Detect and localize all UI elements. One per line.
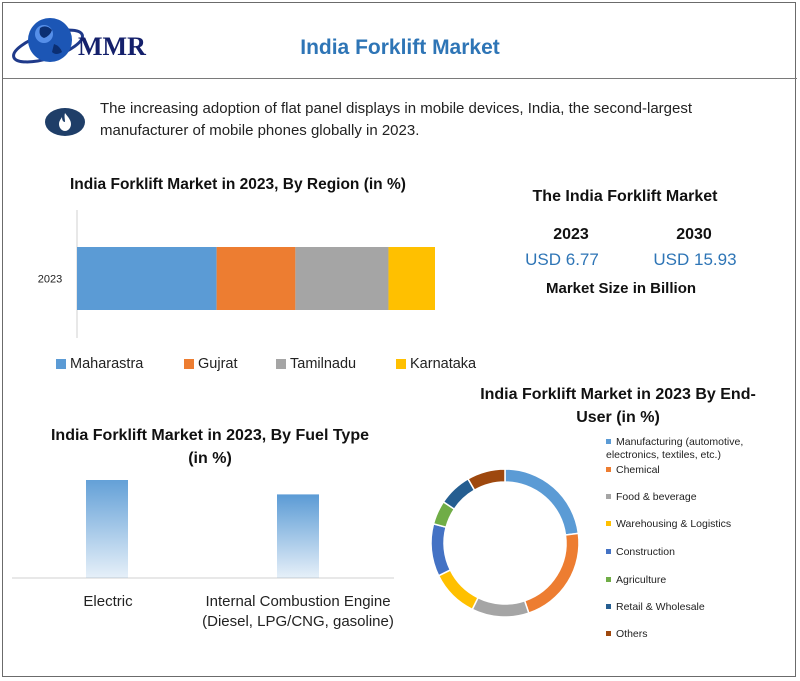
fuel-chart-title: India Forklift Market in 2023, By Fuel T…: [50, 427, 369, 467]
market-value-2023: USD 6.77: [525, 250, 599, 269]
fuel-bar-1: [277, 494, 319, 578]
legend-swatch: [396, 359, 406, 369]
legend-item-gujrat: Gujrat: [184, 356, 238, 372]
flame-icon: [45, 108, 85, 136]
legend-item-karnataka: Karnataka: [396, 356, 476, 372]
market-size-subtitle: Market Size in Billion: [545, 280, 697, 297]
market-year-2030: 2030: [676, 226, 712, 243]
legend-swatch: [184, 359, 194, 369]
legend-item-maharastra: Maharastra: [56, 356, 143, 372]
legend-swatch: [606, 603, 611, 609]
intro-text: The increasing adoption of flat panel di…: [100, 100, 693, 139]
legend-swatch: [606, 520, 611, 526]
region-bar-segment-tamilnadu: [295, 247, 389, 310]
region-bar-segment-maharastra: [77, 247, 217, 310]
legend-item-warehousing: Warehousing & Logistics: [606, 518, 776, 531]
market-year-2023: 2023: [553, 226, 589, 243]
legend-item-chemical: Chemical: [606, 464, 776, 477]
donut-slice-0: [504, 468, 580, 536]
enduser-chart-title: India Forklift Market in 2023 By End-Use…: [480, 386, 756, 426]
legend-item-manufacturing: Manufacturing (automotive, electronics, …: [606, 436, 744, 461]
legend-swatch: [606, 548, 611, 554]
fuel-label-ice: Internal Combustion Engine (Diesel, LPG/…: [202, 593, 394, 630]
donut-slice-4: [430, 522, 452, 577]
legend-swatch: [56, 359, 66, 369]
legend-item-others: Others: [606, 628, 776, 641]
donut-slice-1: [523, 532, 580, 615]
market-size-title: The India Forklift Market: [532, 188, 718, 205]
legend-swatch: [606, 493, 611, 499]
fuel-label-electric: Electric: [83, 593, 133, 610]
header-divider: [3, 78, 797, 79]
region-bar-chart: 2023: [38, 210, 435, 338]
page-title: India Forklift Market: [300, 36, 500, 59]
legend-item-agriculture: Agriculture: [606, 574, 776, 587]
legend-item-tamilnadu: Tamilnadu: [276, 356, 356, 372]
fuel-bar-chart: [12, 480, 394, 579]
region-chart-title: India Forklift Market in 2023, By Region…: [70, 176, 406, 193]
donut-slice-7: [466, 468, 506, 492]
legend-swatch: [606, 466, 611, 472]
market-value-2030: USD 15.93: [653, 250, 737, 269]
legend-item-retail: Retail & Wholesale: [606, 601, 776, 614]
mmr-globe-logo: [12, 18, 84, 64]
donut-slice-2: [471, 596, 530, 618]
legend-swatch: [606, 438, 611, 444]
region-bar-segment-karnataka: [388, 247, 435, 310]
logo-text: MMR: [78, 32, 146, 61]
region-bar-segment-gujrat: [216, 247, 296, 310]
enduser-donut-chart: [430, 468, 580, 618]
legend-item-construction: Construction: [606, 546, 776, 559]
legend-item-food-beverage: Food & beverage: [606, 491, 776, 504]
legend-swatch: [276, 359, 286, 369]
legend-swatch: [606, 576, 611, 582]
fuel-bar-0: [86, 480, 128, 578]
legend-swatch: [606, 630, 611, 636]
donut-slice-3: [437, 568, 480, 611]
tick-label-y: 2023: [38, 274, 62, 286]
